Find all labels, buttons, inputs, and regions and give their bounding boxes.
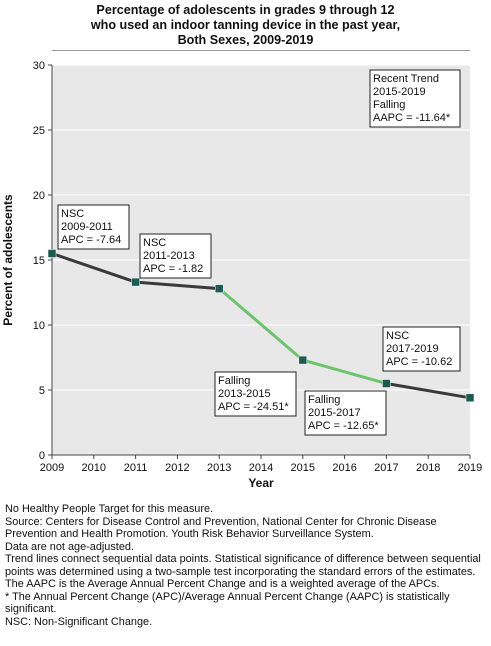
y-tick-label: 25 [33, 125, 45, 137]
annotation-line: 2017-2019 [386, 343, 439, 355]
data-markers [47, 249, 475, 403]
y-tick-label: 10 [33, 320, 45, 332]
note-nsc: NSC: Non-Significant Change. [5, 615, 153, 628]
x-tick-label: 2017 [374, 462, 398, 474]
annotation-line: 2009-2011 [61, 221, 113, 233]
y-axis-label: Percent of adolescents [1, 194, 15, 326]
trend-segment-2013-2015 [217, 287, 305, 362]
title-line-3: Both Sexes, 2009-2019 [177, 33, 314, 47]
title-line-2: who used an indoor tanning device in the… [90, 18, 401, 32]
y-tick-label: 5 [39, 385, 45, 397]
annotation-frame [382, 326, 461, 372]
x-tick-label: 2018 [416, 462, 440, 474]
x-tick-label: 2014 [249, 462, 273, 474]
annotation-line: NSC [61, 208, 84, 220]
annotation-line: APC = -7.64 [61, 234, 121, 246]
annotation-line: 2011-2013 [143, 250, 195, 262]
trend-segment-2015-2017 [301, 358, 388, 385]
x-tick-label: 2019 [458, 462, 482, 474]
note-target: No Healthy People Target for this measur… [5, 503, 214, 515]
title-divider [52, 50, 470, 51]
footnotes: No Healthy People Target for this measur… [5, 503, 489, 628]
line-chart: 0 5 10 15 20 25 30 2009 2010 2011 2012 2013 2014 201… [1, 60, 482, 490]
annotation-line: Falling [308, 394, 340, 406]
x-tick-label: 2010 [82, 462, 106, 474]
note-source: Source: Centers for Disease Control and … [5, 515, 437, 541]
data-point-2009 [47, 249, 57, 258]
trend-segments [50, 252, 472, 400]
annotation-line: NSC [143, 237, 166, 249]
note-age-adjust: Data are not age-adjusted. [5, 540, 134, 553]
annotation-frame [57, 204, 130, 250]
annotation-line: Falling [373, 99, 405, 111]
y-tick-label: 15 [33, 255, 45, 267]
annotation-line: APC = -10.62 [386, 356, 452, 368]
trend-segment-2017-2019 [384, 382, 472, 400]
annotation-line: NSC [386, 330, 409, 342]
annotation-frame [369, 69, 461, 128]
y-tick-label: 0 [39, 450, 45, 462]
trend-segment-2011-2013 [134, 280, 221, 291]
annotation-line: 2015-2019 [373, 86, 426, 98]
annotation-frame [214, 371, 297, 417]
x-tick-labels: 2009 2010 2011 2012 2013 2014 2015 2016 2017 2018… [40, 455, 482, 474]
x-axis-label: Year [248, 476, 274, 490]
x-tick-label: 2016 [332, 462, 356, 474]
annotation-frame [304, 390, 387, 436]
title-line-1: Percentage of adolescents in grades 9 th… [96, 3, 395, 17]
data-point-2017 [382, 379, 391, 388]
x-tick-label: 2012 [165, 462, 189, 474]
chart-title: Percentage of adolescents in grades 9 th… [0, 3, 491, 48]
y-tick-label: 20 [33, 190, 45, 202]
note-trend-lines: Trend lines connect sequential data poin… [5, 553, 481, 578]
y-tick-label: 30 [33, 60, 45, 72]
note-aapc: The AAPC is the Average Annual Percent C… [5, 578, 440, 590]
trend-segment-2009-2011 [50, 252, 138, 284]
data-point-2019 [465, 393, 475, 403]
data-point-2015 [298, 355, 308, 365]
annotation-line: APC = -12.65* [308, 420, 379, 432]
x-tick-label: 2011 [124, 462, 148, 474]
data-point-2013 [214, 284, 224, 293]
annotation-line: 2015-2017 [308, 407, 361, 419]
annotation-line: AAPC = -11.64* [373, 112, 451, 124]
x-tick-label: 2015 [291, 462, 315, 474]
annotation-line: Falling [218, 375, 250, 387]
data-point-2011 [131, 277, 140, 287]
note-significance: * The Annual Percent Change (APC)/Averag… [5, 590, 450, 616]
y-tick-labels: 0 5 10 15 20 25 30 [33, 60, 52, 462]
annotation-frame [139, 233, 212, 279]
annotation-line: APC = -24.51* [218, 401, 289, 413]
annotation-line: 2013-2015 [218, 388, 271, 400]
annotation-line: APC = -1.82 [143, 263, 203, 275]
x-tick-label: 2009 [40, 462, 64, 474]
x-tick-label: 2013 [207, 462, 231, 474]
annotation-line: Recent Trend [373, 73, 439, 85]
